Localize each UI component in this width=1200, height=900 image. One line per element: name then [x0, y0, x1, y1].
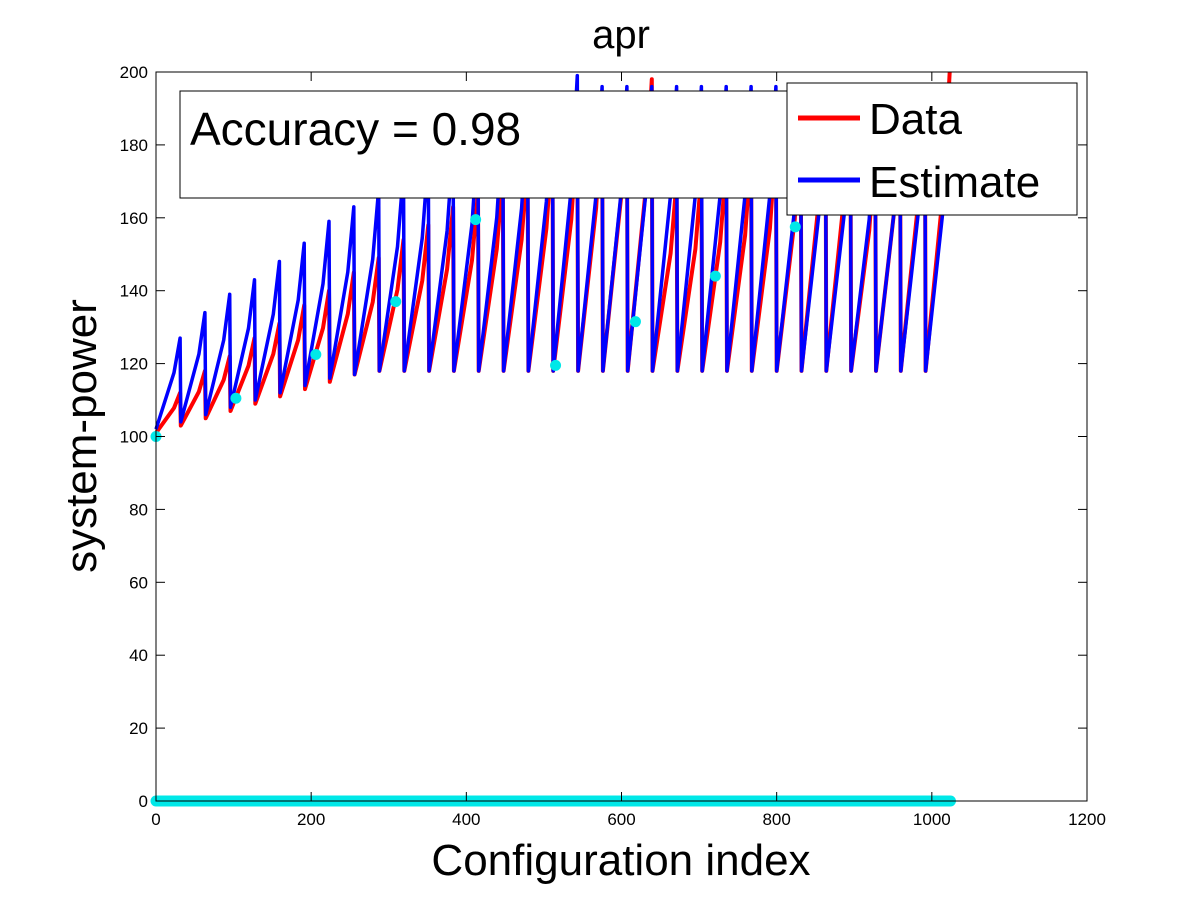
y-tick-label: 200 — [120, 63, 148, 82]
data-point-marker — [230, 392, 242, 404]
y-axis-label: system-power — [57, 299, 106, 573]
annotation-text: Accuracy = 0.98 — [190, 103, 521, 155]
legend-label-estimate: Estimate — [869, 158, 1040, 207]
x-tick-label: 0 — [151, 810, 160, 829]
y-tick-label: 40 — [129, 646, 148, 665]
y-tick-label: 60 — [129, 573, 148, 592]
y-tick-label: 180 — [120, 136, 148, 155]
annotation-box — [179, 90, 793, 199]
legend: Data Estimate — [786, 82, 1078, 216]
data-point-marker — [390, 296, 402, 308]
data-point-marker — [470, 214, 482, 226]
x-tick-label: 1200 — [1068, 810, 1106, 829]
y-axis-ticks: 0 20 40 60 80 100 120 140 160 180 200 — [120, 63, 1087, 811]
x-tick-label: 400 — [452, 810, 480, 829]
x-tick-label: 200 — [297, 810, 325, 829]
x-tick-label: 800 — [762, 810, 790, 829]
x-axis-label: Configuration index — [431, 836, 810, 885]
x-axis-ticks: 0 200 400 600 800 1000 1200 — [151, 72, 1106, 829]
legend-label-data: Data — [869, 95, 962, 144]
y-tick-label: 20 — [129, 719, 148, 738]
data-point-marker — [709, 270, 721, 282]
y-tick-label: 0 — [139, 792, 148, 811]
data-point-marker — [550, 359, 562, 371]
y-tick-label: 160 — [120, 209, 148, 228]
legend-box — [786, 82, 1078, 216]
x-tick-label: 1000 — [913, 810, 951, 829]
x-tick-label: 600 — [607, 810, 635, 829]
data-point-marker — [629, 316, 641, 328]
y-tick-label: 100 — [120, 428, 148, 447]
y-tick-label: 120 — [120, 355, 148, 374]
data-point-marker — [789, 221, 801, 233]
y-tick-label: 140 — [120, 282, 148, 301]
data-point-marker — [310, 348, 322, 360]
y-tick-label: 80 — [129, 500, 148, 519]
chart-title: apr — [592, 13, 650, 57]
